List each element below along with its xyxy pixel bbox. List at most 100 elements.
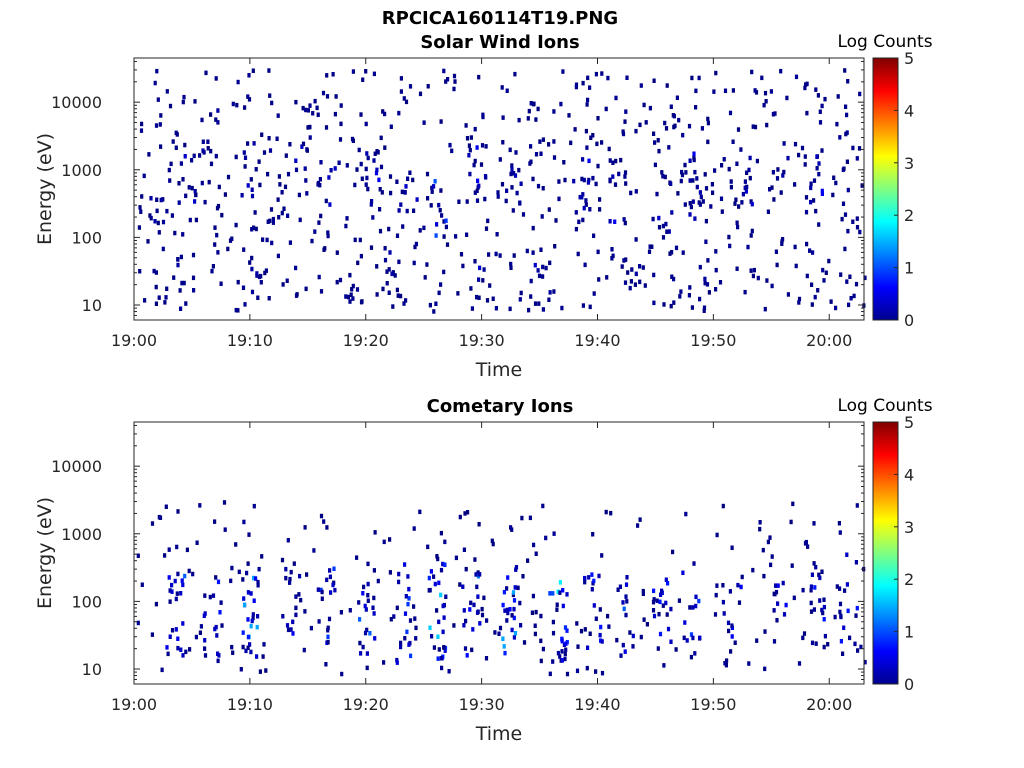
count-cell — [255, 624, 259, 630]
count-cell — [152, 268, 156, 274]
count-cell — [763, 306, 767, 312]
count-cell — [502, 644, 506, 649]
count-cell — [339, 610, 343, 615]
count-cell — [426, 84, 430, 89]
count-cell — [623, 280, 628, 285]
count-cell — [427, 575, 431, 581]
count-cell — [581, 217, 585, 223]
count-cell — [146, 239, 150, 244]
count-cell — [753, 88, 757, 93]
count-cell — [559, 101, 563, 107]
count-cell — [404, 594, 408, 599]
count-cell — [294, 99, 298, 105]
count-cell — [691, 605, 695, 610]
count-cell — [415, 197, 419, 202]
count-cell — [328, 574, 332, 580]
count-cell — [560, 638, 564, 644]
count-cell — [539, 151, 543, 156]
count-cell — [301, 141, 306, 147]
count-cell — [165, 286, 169, 291]
count-cell — [533, 631, 537, 637]
count-cell — [573, 127, 577, 132]
count-cell — [744, 189, 748, 194]
count-cell — [399, 640, 403, 646]
count-cell — [812, 561, 816, 566]
count-cell — [563, 625, 568, 630]
count-cell — [270, 100, 274, 106]
count-cell — [661, 174, 665, 179]
count-cell — [607, 624, 611, 629]
count-cell — [698, 296, 702, 302]
count-cell — [671, 549, 675, 555]
count-cell — [518, 600, 522, 606]
count-cell — [505, 188, 509, 193]
count-cell — [226, 174, 231, 180]
count-cell — [539, 613, 543, 619]
count-cell — [305, 572, 309, 577]
count-cell — [294, 265, 298, 271]
count-cell — [600, 670, 605, 676]
count-cell — [804, 209, 809, 215]
count-cell — [412, 526, 416, 531]
count-cell — [688, 605, 692, 610]
count-cell — [605, 275, 609, 280]
count-cell — [529, 294, 533, 299]
count-cell — [692, 155, 696, 161]
count-cell — [656, 138, 660, 143]
count-cell — [369, 202, 373, 207]
count-cell — [552, 155, 557, 160]
count-cell — [809, 584, 813, 589]
count-cell — [770, 185, 774, 190]
count-cell — [534, 152, 539, 157]
count-cell — [598, 207, 602, 212]
count-cell — [624, 594, 628, 599]
count-cell — [143, 298, 147, 303]
count-cell — [242, 519, 246, 525]
count-cell — [730, 634, 734, 639]
count-cell — [663, 174, 667, 180]
count-cell — [156, 97, 160, 102]
count-cell — [815, 166, 819, 171]
count-cell — [291, 619, 295, 625]
count-cell — [681, 570, 685, 575]
count-cell — [528, 515, 532, 521]
count-cell — [730, 623, 734, 628]
count-cell — [140, 194, 144, 199]
count-cell — [583, 579, 587, 585]
count-cell — [770, 554, 774, 559]
count-cell — [164, 295, 168, 300]
count-cell — [216, 120, 220, 125]
count-cell — [441, 629, 445, 635]
count-cell — [589, 135, 593, 140]
count-cell — [390, 271, 394, 277]
count-cell — [701, 199, 705, 204]
count-cell — [505, 88, 509, 93]
count-cell — [325, 94, 330, 99]
count-cell — [845, 552, 849, 557]
count-cell — [713, 168, 717, 173]
count-cell — [300, 144, 304, 149]
count-cell — [713, 612, 718, 617]
count-cell — [655, 191, 659, 197]
count-cell — [136, 553, 140, 558]
count-cell — [371, 605, 375, 610]
count-cell — [855, 216, 859, 221]
count-cell — [251, 615, 255, 621]
count-cell — [461, 584, 465, 589]
count-cell — [498, 625, 503, 631]
count-cell — [475, 294, 479, 300]
count-cell — [547, 142, 551, 147]
count-cell — [772, 197, 776, 202]
count-cell — [284, 566, 288, 572]
count-cell — [288, 580, 292, 585]
count-cell — [702, 305, 707, 310]
count-cell — [793, 182, 797, 187]
count-cell — [511, 590, 516, 595]
x-axis-label: Time — [475, 723, 523, 745]
count-cell — [592, 291, 596, 296]
count-cell — [512, 598, 517, 603]
count-cell — [749, 233, 753, 238]
count-cell — [539, 638, 543, 644]
count-cell — [763, 90, 768, 96]
count-cell — [444, 224, 448, 230]
